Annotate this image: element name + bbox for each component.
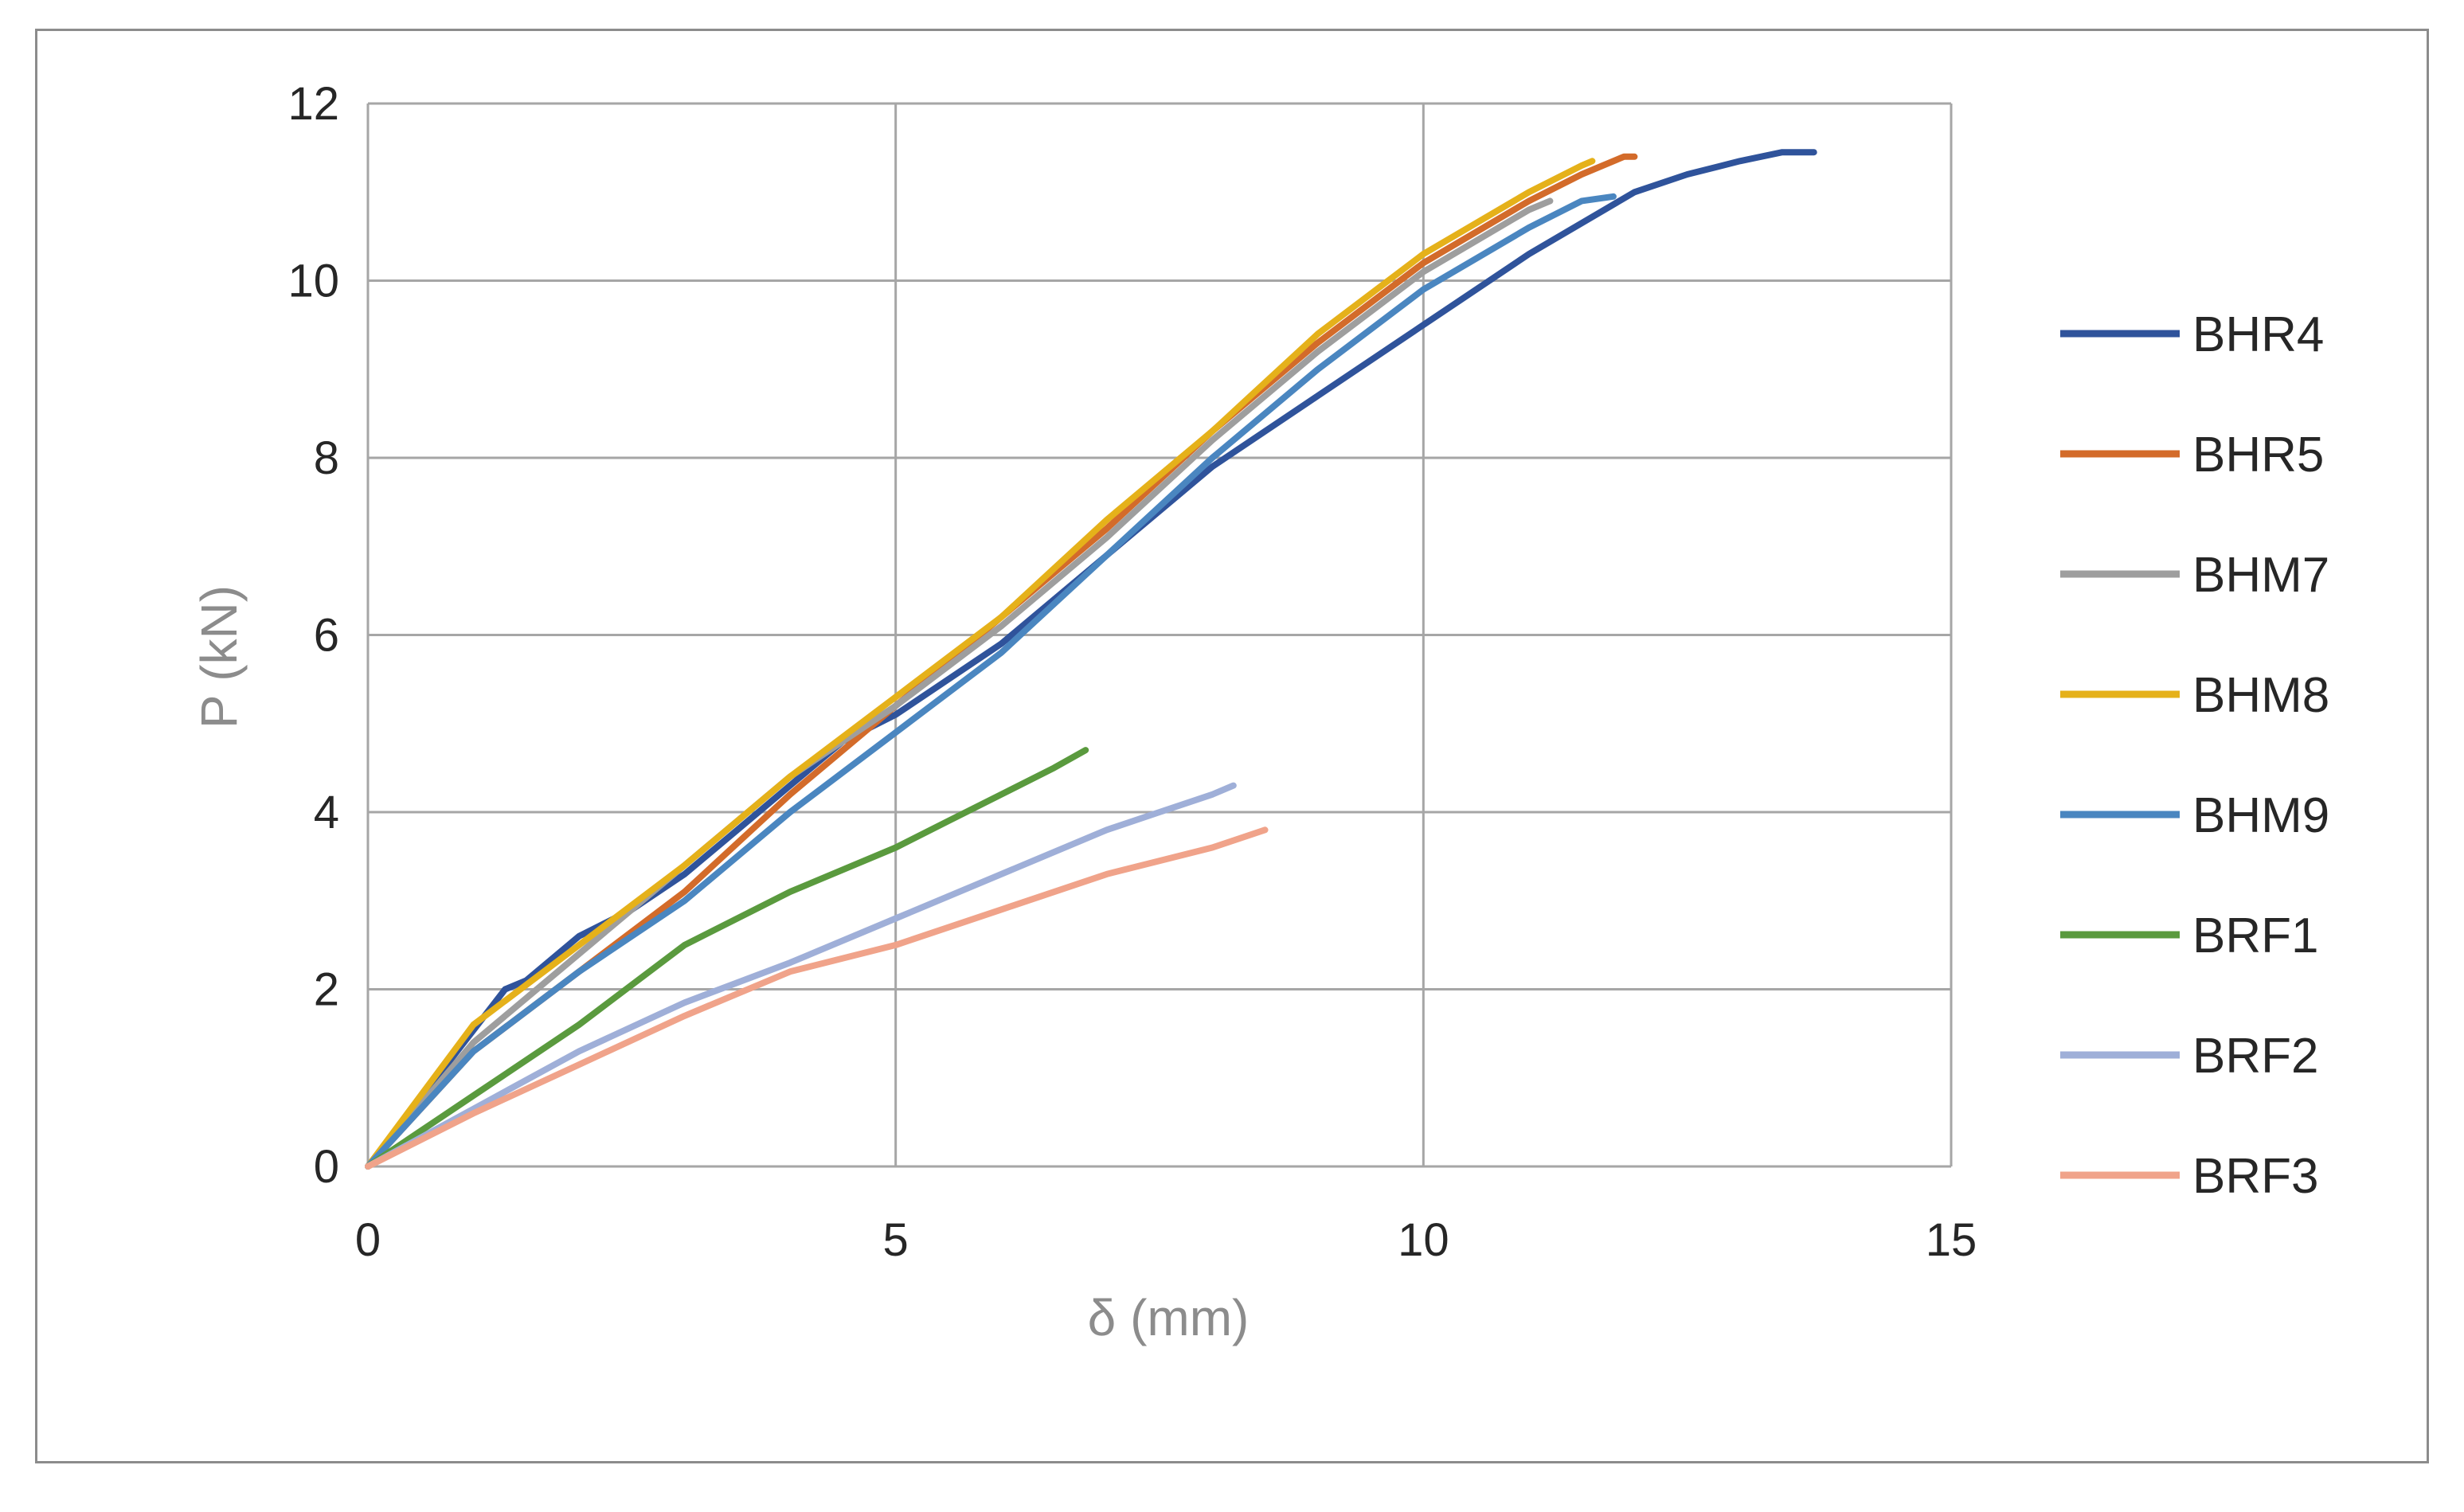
- legend-label-brf3: BRF3: [2192, 1149, 2318, 1204]
- series-line-bhm9: [365, 193, 1617, 1170]
- series-line-bhm7: [365, 197, 1554, 1170]
- x-axis-title: δ (mm): [1088, 1289, 1250, 1346]
- y-axis-ticks: 0 2 4 6 8 10 12: [287, 78, 339, 1193]
- x-tick-label: 0: [355, 1214, 381, 1266]
- legend: BHR4 BHR5 BHM7 BHM8 BHM9 BRF1 BRF2 BRF3: [2060, 307, 2329, 1204]
- legend-label-bhm8: BHM8: [2192, 668, 2329, 723]
- y-tick-label: 2: [314, 964, 339, 1016]
- series-line-bhr4: [365, 149, 1817, 1170]
- series-lines: [365, 149, 1817, 1170]
- series-line-brf3: [365, 826, 1269, 1170]
- y-tick-label: 4: [314, 787, 339, 838]
- legend-label-bhr4: BHR4: [2192, 307, 2324, 362]
- x-tick-label: 15: [1926, 1214, 1977, 1266]
- legend-label-bhm9: BHM9: [2192, 788, 2329, 843]
- series-line-brf2: [365, 782, 1237, 1170]
- x-tick-label: 10: [1398, 1214, 1449, 1266]
- y-axis-title: P (kN): [190, 585, 248, 729]
- series-line-bhm8: [365, 158, 1596, 1170]
- series-line-brf1: [365, 747, 1089, 1170]
- legend-label-bhr5: BHR5: [2192, 428, 2324, 483]
- y-tick-label: 8: [314, 432, 339, 484]
- y-tick-label: 6: [314, 610, 339, 662]
- x-tick-label: 5: [883, 1214, 909, 1266]
- y-tick-label: 0: [314, 1141, 339, 1193]
- chart-frame: 0 5 10 15 0 2 4 6 8 10 12 δ (mm) P (kN) BHR4 BHR5 B…: [35, 29, 2429, 1463]
- x-axis-ticks: 0 5 10 15: [355, 1214, 1977, 1266]
- y-tick-label: 12: [287, 78, 339, 130]
- legend-label-brf1: BRF1: [2192, 908, 2318, 963]
- grid: [366, 102, 1953, 1168]
- y-tick-label: 10: [287, 256, 339, 307]
- legend-label-brf2: BRF2: [2192, 1029, 2318, 1084]
- legend-label-bhm7: BHM7: [2192, 548, 2329, 603]
